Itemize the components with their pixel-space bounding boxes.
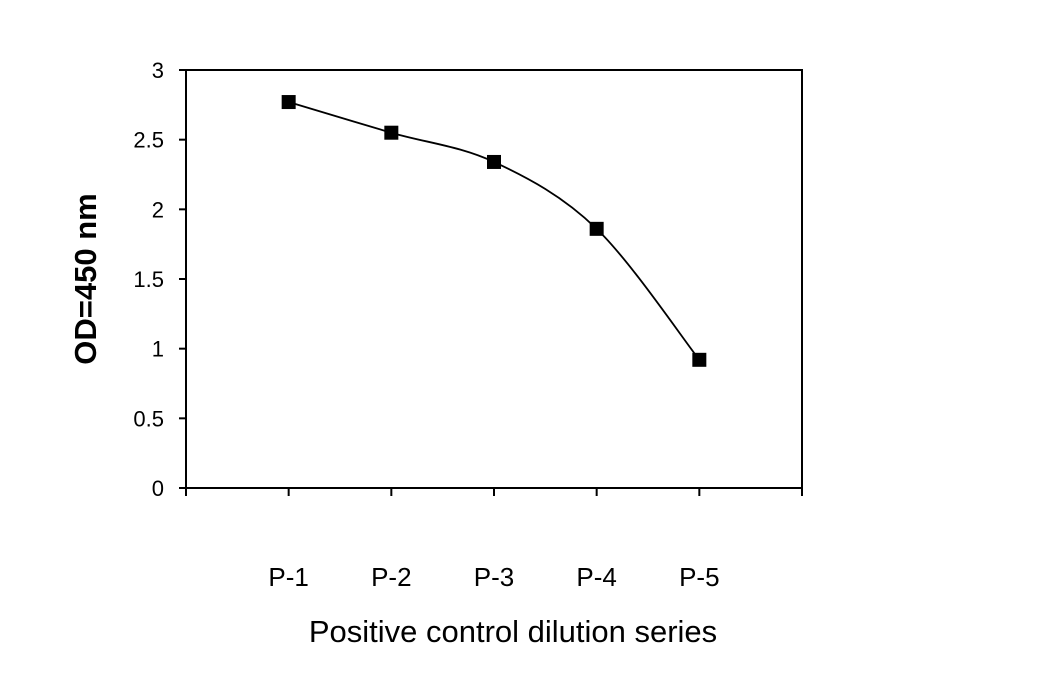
data-point-p-1 — [281, 95, 296, 110]
data-point-p-3 — [487, 154, 501, 169]
series-markers — [281, 95, 707, 367]
x-axis-label: Positive control dilution series — [309, 614, 717, 649]
y-tick-label: 1 — [152, 337, 164, 362]
y-tick-label: 2.5 — [133, 128, 164, 153]
x-tick-label: P-4 — [576, 562, 616, 592]
y-tick-label: 0.5 — [133, 406, 164, 431]
plot-area — [185, 69, 803, 489]
data-point-p-2 — [384, 125, 399, 140]
x-tick-label: P-3 — [474, 562, 514, 592]
y-tick-label: 3 — [152, 58, 164, 83]
y-tick-label: 0 — [152, 476, 164, 501]
x-tick-label: P-5 — [679, 562, 719, 592]
x-tick-label: P-2 — [371, 562, 411, 592]
y-tick-label: 1.5 — [133, 267, 164, 292]
x-axis: P-1 P-2 P-3 P-4 P-5 — [185, 488, 803, 592]
y-axis: 0 0.5 1 1.5 2 2.5 3 — [133, 58, 186, 501]
x-tick-label: P-1 — [268, 562, 308, 592]
data-point-p-5 — [692, 352, 707, 367]
y-axis-label: OD=450 nm — [68, 193, 103, 364]
y-tick-label: 2 — [152, 197, 164, 222]
data-point-p-4 — [589, 221, 604, 236]
